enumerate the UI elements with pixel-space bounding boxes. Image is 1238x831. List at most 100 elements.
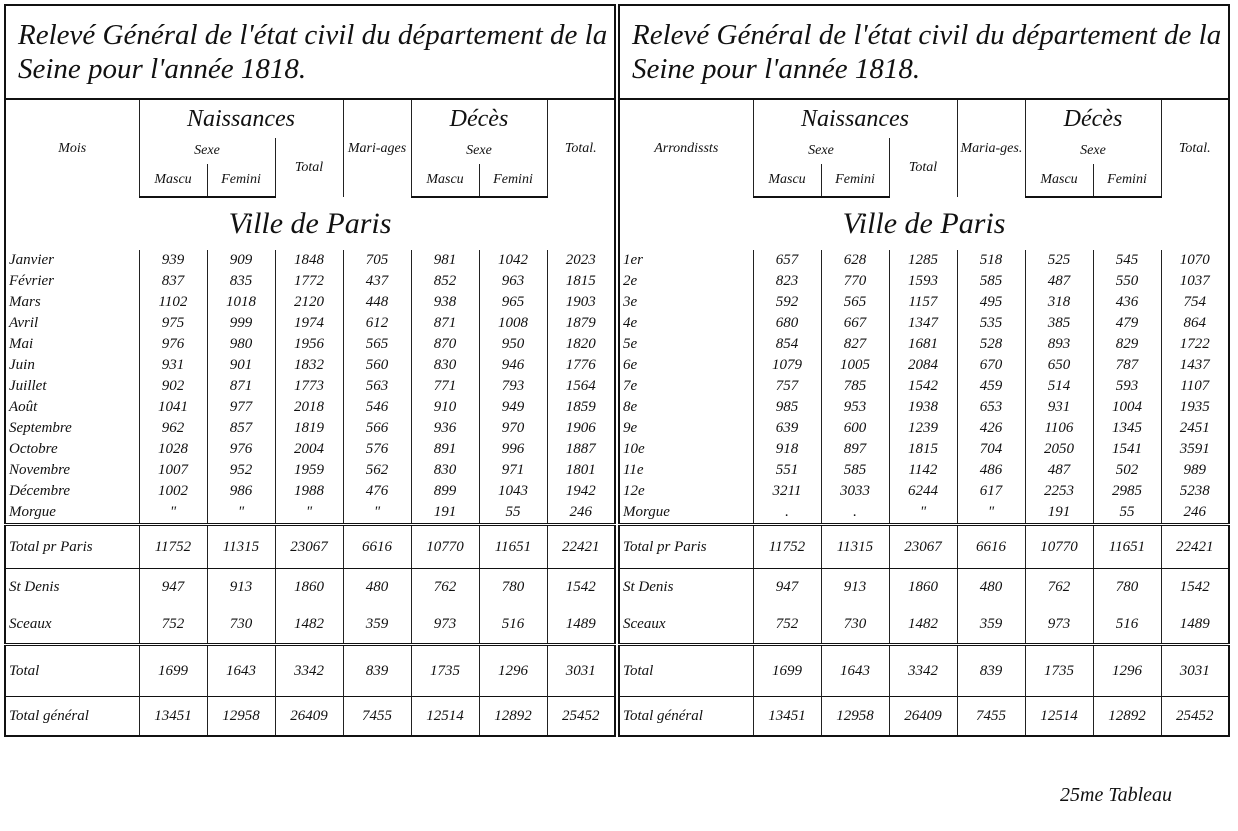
row: 4e 680 667 1347 535 385 479 864 — [618, 313, 1230, 334]
cell: 585 — [820, 460, 890, 481]
cell: 1564 — [546, 376, 616, 397]
row-label: 10e — [618, 439, 754, 460]
sex-header: Sexe — [1024, 138, 1162, 164]
cell: 962 — [138, 418, 208, 439]
cell: 891 — [410, 439, 480, 460]
cell: 546 — [342, 397, 412, 418]
row: Total pr Paris 11752 11315 23067 6616 10770 11… — [4, 523, 616, 569]
cell: 910 — [410, 397, 480, 418]
cell: 593 — [1092, 376, 1162, 397]
column-header: Total. — [1160, 99, 1230, 197]
cell: 514 — [1024, 376, 1094, 397]
cell: 639 — [752, 418, 822, 439]
births-header: Naissances — [138, 99, 344, 138]
cell: 1285 — [888, 250, 958, 271]
row-label: Sceaux — [618, 606, 754, 645]
cell: 1102 — [138, 292, 208, 313]
cell: 1935 — [1160, 397, 1230, 418]
cell: 246 — [546, 502, 616, 525]
cell: 25452 — [1160, 696, 1230, 736]
column-header: Femini — [206, 164, 276, 198]
cell: 1974 — [274, 313, 344, 334]
cell: 1735 — [410, 643, 480, 697]
section-title: Ville de Paris — [4, 197, 616, 250]
cell: 1776 — [546, 355, 616, 376]
cell: 780 — [1092, 568, 1162, 606]
cell: 1699 — [752, 643, 822, 697]
cell: 628 — [820, 250, 890, 271]
row-label: 12e — [618, 481, 754, 502]
cell: 871 — [410, 313, 480, 334]
cell: 545 — [1092, 250, 1162, 271]
cell: 1959 — [274, 460, 344, 481]
cell: 913 — [820, 568, 890, 606]
row: 9e 639 600 1239 426 1106 1345 2451 — [618, 418, 1230, 439]
cell: 23067 — [888, 523, 958, 569]
cell: 23067 — [274, 523, 344, 569]
cell: 6244 — [888, 481, 958, 502]
cell: 1041 — [138, 397, 208, 418]
cell: 12514 — [410, 696, 480, 736]
cell: 480 — [342, 568, 412, 606]
cell: 899 — [410, 481, 480, 502]
cell: 976 — [138, 334, 208, 355]
cell: 3031 — [1160, 643, 1230, 697]
cell: 2018 — [274, 397, 344, 418]
cell: 986 — [206, 481, 276, 502]
row-label: 5e — [618, 334, 754, 355]
cell: 852 — [410, 271, 480, 292]
row: Janvier 939 909 1848 705 981 1042 2023 — [4, 250, 616, 271]
row-label: Janvier — [4, 250, 140, 271]
cell: 1859 — [546, 397, 616, 418]
cell: 562 — [342, 460, 412, 481]
cell: 516 — [478, 606, 548, 645]
cell: 1489 — [546, 606, 616, 645]
cell: 976 — [206, 439, 276, 460]
cell: 829 — [1092, 334, 1162, 355]
cell: 1239 — [888, 418, 958, 439]
cell: 516 — [1092, 606, 1162, 645]
cell: 448 — [342, 292, 412, 313]
row-label: Septembre — [4, 418, 140, 439]
row: Octobre 1028 976 2004 576 891 996 1887 — [4, 439, 616, 460]
cell: 752 — [752, 606, 822, 645]
cell: 479 — [1092, 313, 1162, 334]
row-label: 6e — [618, 355, 754, 376]
cell: 1848 — [274, 250, 344, 271]
cell: 10770 — [410, 523, 480, 569]
row: Total 1699 1643 3342 839 1735 1296 3031 — [4, 643, 616, 697]
cell: 1437 — [1160, 355, 1230, 376]
row-label: Morgue — [618, 502, 754, 525]
row-label: 8e — [618, 397, 754, 418]
cell: 762 — [410, 568, 480, 606]
cell: 931 — [138, 355, 208, 376]
cell: 837 — [138, 271, 208, 292]
row: Morgue.. " " 191 55 246 — [618, 502, 1230, 525]
column-header: Mascu — [410, 164, 480, 198]
cell: 26409 — [274, 696, 344, 736]
cell: 3342 — [274, 643, 344, 697]
cell: 704 — [956, 439, 1026, 460]
cell: 1772 — [274, 271, 344, 292]
cell: 1008 — [478, 313, 548, 334]
cell: 2253 — [1024, 481, 1094, 502]
row-label: Total général — [4, 696, 140, 736]
row: Total 1699 1643 3342 839 1735 1296 3031 — [618, 643, 1230, 697]
cell: 12892 — [478, 696, 548, 736]
cell: 528 — [956, 334, 1026, 355]
cell: 191 — [410, 502, 480, 525]
row: Relevé Général de l'état civil du départ… — [4, 5, 616, 100]
cell: 2023 — [546, 250, 616, 271]
cell: 757 — [752, 376, 822, 397]
row-label: St Denis — [618, 568, 754, 606]
cell: 999 — [206, 313, 276, 334]
cell: 730 — [820, 606, 890, 645]
cell: 437 — [342, 271, 412, 292]
cell: 359 — [956, 606, 1026, 645]
cell: 55 — [1092, 502, 1162, 525]
cell: " — [206, 502, 276, 525]
cell: 952 — [206, 460, 276, 481]
cell: 975 — [138, 313, 208, 334]
row: Février 837 835 1772 437 852 963 1815 — [4, 271, 616, 292]
cell: 426 — [956, 418, 1026, 439]
